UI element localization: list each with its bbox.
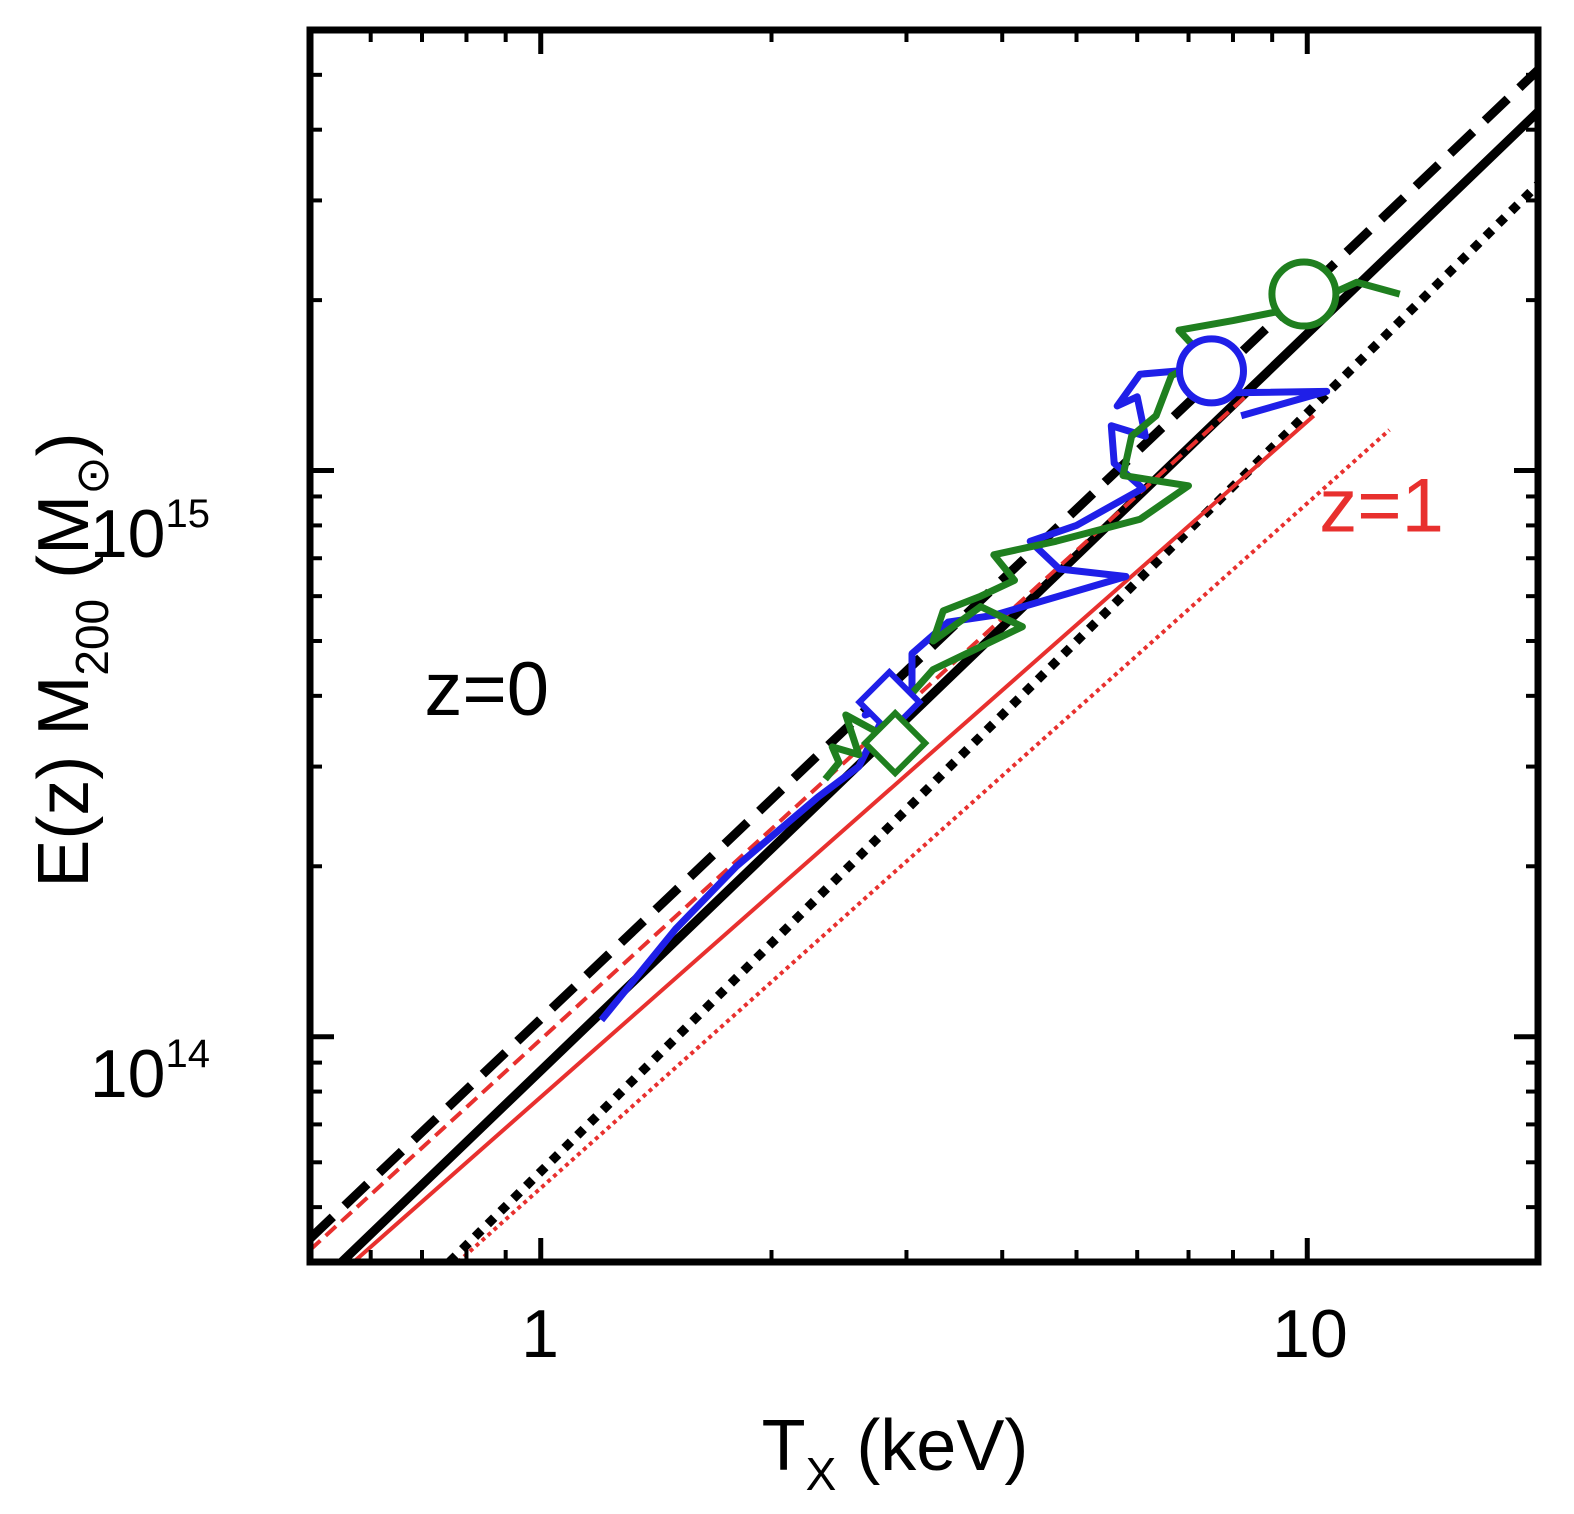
series-green-track [822,278,1401,782]
series-z-0-solid [338,108,1538,1262]
green-diamond-marker [860,708,930,778]
y-tick-label-1e14: 1014 [90,1032,210,1112]
x-axis-title: TX (keV) [762,1406,1029,1500]
series-layer [310,66,1538,1262]
y-axis-title: E(z) M200 (M⊙) [24,432,118,887]
annotation-z0: z=0 [424,647,549,732]
blue-circle-marker [1175,335,1247,407]
x-tick-label-1: 1 [521,1296,559,1372]
series-z-0-dotted [446,181,1538,1262]
series-z-1-dotted [456,428,1391,1262]
annotation-z1: z=1 [1319,464,1444,549]
series-z-1-solid [352,414,1316,1262]
marker-layer [855,258,1340,778]
y-tick-label-1e15: 1015 [90,492,210,572]
plot-frame [306,26,1542,1266]
green-circle-marker [1268,258,1340,330]
x-tick-label-10: 10 [1272,1296,1348,1372]
series-blue-track [598,367,1331,1023]
series-z-0-dashed [310,66,1538,1242]
